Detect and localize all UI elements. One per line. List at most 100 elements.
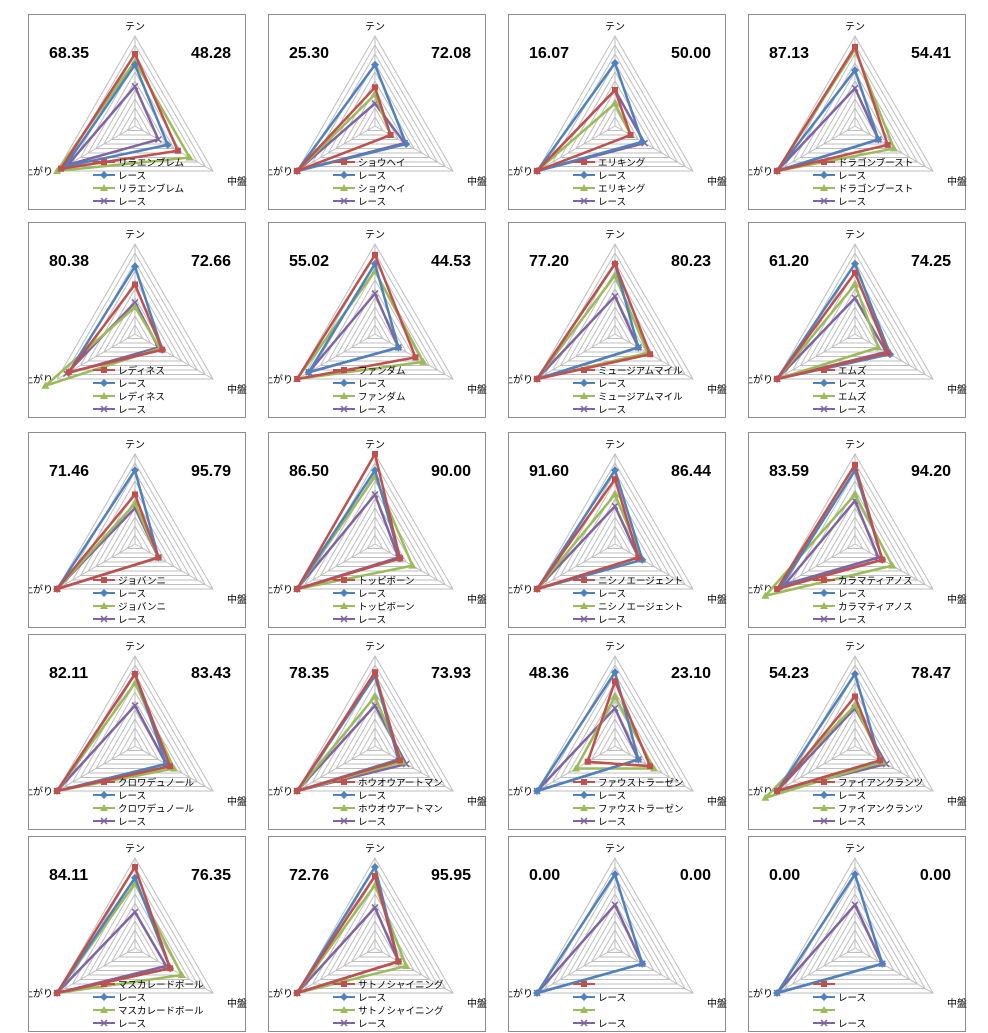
grid-ring xyxy=(319,62,431,158)
legend-label: レース xyxy=(598,379,626,390)
data-point xyxy=(54,990,61,996)
radar-chart-svg: テン中盤上がりトッピボーンレーストッピボーンレース xyxy=(269,440,487,626)
legend-label: ジョバンニ xyxy=(118,602,166,613)
axis-label: テン xyxy=(125,642,145,653)
grid-ring xyxy=(606,937,624,953)
data-point xyxy=(65,369,72,376)
axis-spoke xyxy=(854,333,934,380)
grid-ring xyxy=(335,288,415,357)
grid-ring xyxy=(126,937,144,953)
data-point xyxy=(611,490,619,498)
grid-ring xyxy=(838,314,872,344)
left-score: 55.02 xyxy=(289,253,330,270)
grid-ring xyxy=(63,43,207,167)
data-point xyxy=(761,793,770,801)
right-score: 0.00 xyxy=(919,867,951,884)
legend-label: エムズ xyxy=(838,391,867,403)
data-point xyxy=(884,141,891,148)
axis-label: 中盤 xyxy=(707,997,727,1010)
axis-label: 上がり xyxy=(509,785,533,798)
legend-label: レース xyxy=(838,817,866,828)
legend-marker xyxy=(100,171,108,179)
legend-marker xyxy=(820,379,828,387)
grid-ring xyxy=(118,928,152,958)
radar-chart-svg: テン中盤上がりリラエンブレムレースリラエンブレムレース xyxy=(29,22,247,208)
left-score: 80.38 xyxy=(49,253,90,270)
legend-label: エリキング xyxy=(598,183,646,195)
legend-marker xyxy=(821,159,827,165)
right-score: 73.93 xyxy=(430,665,471,682)
grid-ring xyxy=(543,43,687,167)
axis-label: 中盤 xyxy=(947,795,967,808)
legend-label: レース xyxy=(838,993,866,1004)
grid-ring xyxy=(118,314,152,344)
axis-label: 上がり xyxy=(269,987,293,1000)
grid-ring xyxy=(791,673,919,783)
radar-chart-panel: テン中盤上がりホウオウアートマンレースホウオウアートマンレース78.3573.9… xyxy=(268,634,487,830)
data-point xyxy=(534,586,541,592)
left-score: 84.11 xyxy=(49,867,89,884)
series-line xyxy=(66,85,160,166)
data-point xyxy=(612,678,618,685)
grid-ring xyxy=(536,655,694,792)
data-point xyxy=(852,461,858,468)
legend-marker xyxy=(820,993,828,1001)
axis-label: 中盤 xyxy=(947,175,967,188)
legend-label: ファイアンクランツ xyxy=(838,778,923,789)
legend-marker xyxy=(581,981,587,987)
axis-label: テン xyxy=(845,642,865,653)
right-score: 72.66 xyxy=(190,253,231,270)
radar-chart-svg: テン中盤上がりマスカレードボールレースマスカレードボールレース xyxy=(29,844,247,1030)
radar-chart-svg: テン中盤上がりエリキングレースエリキングレース xyxy=(509,22,727,208)
data-point xyxy=(876,757,883,764)
legend-label: サトノシャイニング xyxy=(358,1005,444,1017)
grid-ring xyxy=(559,682,671,778)
right-score: 50.00 xyxy=(670,45,711,62)
series-line xyxy=(535,670,640,793)
data-point xyxy=(638,959,647,968)
radar-chart-svg: テン中盤上がりファウストラーゼンレースファウストラーゼンレース xyxy=(509,642,727,828)
legend-marker xyxy=(100,791,108,799)
axis-label: 上がり xyxy=(749,987,773,1000)
legend-label: レース xyxy=(118,791,146,802)
left-score: 54.23 xyxy=(769,665,810,682)
axis-label: 中盤 xyxy=(227,383,247,396)
axis-label: テン xyxy=(605,22,625,33)
data-point xyxy=(851,870,859,879)
legend-label: レース xyxy=(358,589,386,600)
data-point xyxy=(572,764,581,772)
legend-label: リラエンブレム xyxy=(118,183,184,195)
grid-ring xyxy=(366,937,384,953)
legend-label: エムズ xyxy=(838,365,867,377)
grid-ring xyxy=(830,516,880,558)
legend-label: ドラゴンブースト xyxy=(838,183,913,195)
data-point xyxy=(131,873,139,882)
legend-label: レディネス xyxy=(118,365,165,377)
data-point xyxy=(131,679,139,686)
grid-ring xyxy=(63,251,207,375)
radar-chart-panel: テン中盤上がりレースレース0.000.00 xyxy=(748,836,967,1032)
grid-ring xyxy=(838,524,872,554)
left-score: 61.20 xyxy=(769,253,810,270)
legend-marker xyxy=(581,779,587,785)
left-score: 48.36 xyxy=(529,665,570,682)
data-point xyxy=(131,298,139,307)
data-point xyxy=(371,259,379,268)
legend-marker xyxy=(340,1006,348,1013)
grid-ring xyxy=(303,251,447,375)
legend-marker xyxy=(580,184,588,191)
left-score: 83.59 xyxy=(769,463,810,480)
data-point xyxy=(294,788,301,794)
legend-marker xyxy=(820,817,828,825)
left-score: 0.00 xyxy=(769,867,801,884)
axis-spoke xyxy=(296,947,376,994)
grid-ring xyxy=(311,471,439,581)
series-line xyxy=(535,477,640,591)
legend-marker xyxy=(580,171,588,179)
grid-ring xyxy=(846,323,864,339)
data-point xyxy=(884,349,891,356)
radar-chart-svg: テン中盤上がりミュージアムマイルレースミュージアムマイルレース xyxy=(509,230,727,416)
axis-label: 中盤 xyxy=(947,997,967,1010)
data-point xyxy=(372,451,378,457)
